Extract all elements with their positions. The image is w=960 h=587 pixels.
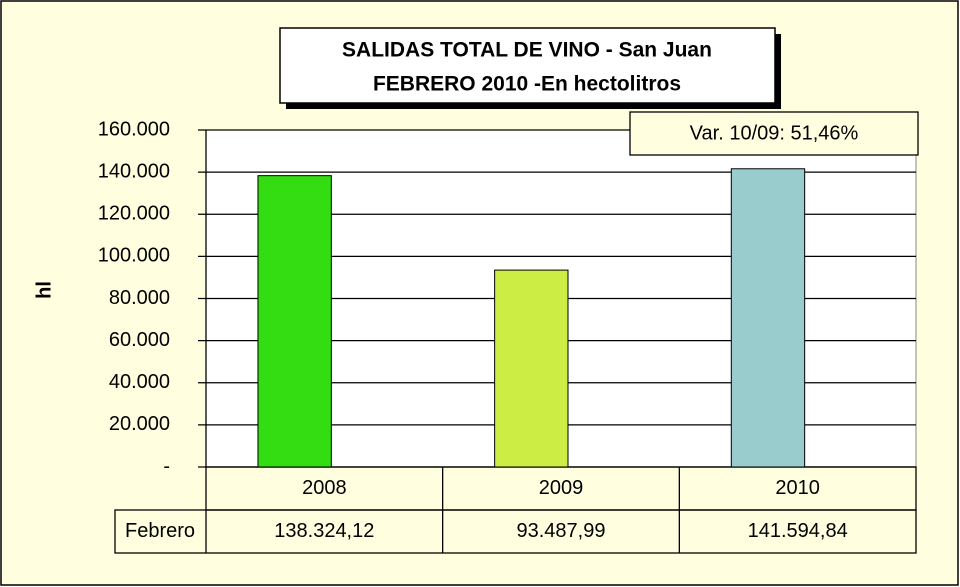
bar (494, 269, 569, 468)
x-tick-label: 2010 (775, 477, 820, 499)
data-table-row (114, 509, 917, 554)
x-tick-label: 2009 (539, 477, 584, 499)
legend-label: Febrero (125, 520, 195, 542)
annotation-box (629, 111, 919, 156)
bar (730, 168, 806, 468)
annotation: Var. 10/09: 51,46% (690, 122, 859, 144)
y-tick-label: 140.000 (98, 160, 170, 182)
y-tick-label: 40.000 (109, 371, 170, 393)
chart-subtitle: FEBRERO 2010 -En hectolitros (373, 73, 681, 96)
data-label: 93.487,99 (517, 520, 606, 542)
data-label: 141.594,84 (748, 520, 848, 542)
y-tick-label: 20.000 (109, 413, 170, 435)
x-tick-label: 2008 (302, 477, 347, 499)
y-tick-label: 60.000 (109, 329, 170, 351)
data-label: 138.324,12 (274, 520, 374, 542)
y-tick-label: 160.000 (98, 118, 170, 140)
y-tick-label: 80.000 (109, 287, 170, 309)
y-tick-label: - (163, 455, 170, 477)
y-tick-label: 120.000 (98, 203, 170, 225)
y-tick-label: 100.000 (98, 245, 170, 267)
chart-title: SALIDAS TOTAL DE VINO - San Juan (342, 39, 712, 62)
bar (257, 175, 332, 468)
title-box (279, 27, 776, 104)
y-axis-label: hl (33, 281, 55, 299)
